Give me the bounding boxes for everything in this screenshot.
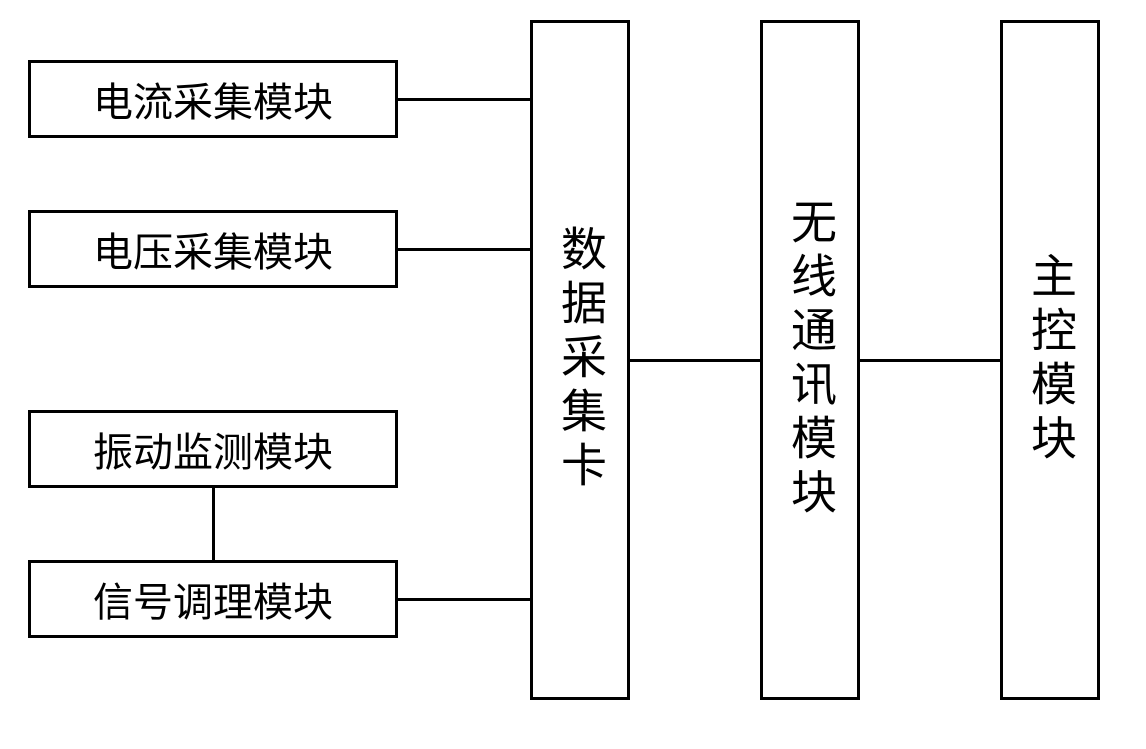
connector-wireless-main <box>860 359 1000 362</box>
current-collection-label: 电流采集模块 <box>93 70 333 128</box>
wireless-communication-label: 无线通讯模块 <box>777 198 843 522</box>
connector-signal-daq <box>398 598 530 601</box>
signal-conditioning-label: 信号调理模块 <box>93 570 333 628</box>
voltage-collection-label: 电压采集模块 <box>93 220 333 278</box>
connector-daq-wireless <box>630 359 760 362</box>
connector-voltage-daq <box>398 248 530 251</box>
main-control-module: 主控模块 <box>1000 20 1100 700</box>
wireless-communication-module: 无线通讯模块 <box>760 20 860 700</box>
signal-conditioning-module: 信号调理模块 <box>28 560 398 638</box>
vibration-monitoring-module: 振动监测模块 <box>28 410 398 488</box>
connector-current-daq <box>398 98 530 101</box>
vibration-monitoring-label: 振动监测模块 <box>93 420 333 478</box>
main-control-label: 主控模块 <box>1017 252 1083 468</box>
voltage-collection-module: 电压采集模块 <box>28 210 398 288</box>
data-acquisition-label: 数据采集卡 <box>547 225 613 495</box>
connector-vibration-signal <box>212 488 215 560</box>
data-acquisition-card: 数据采集卡 <box>530 20 630 700</box>
current-collection-module: 电流采集模块 <box>28 60 398 138</box>
